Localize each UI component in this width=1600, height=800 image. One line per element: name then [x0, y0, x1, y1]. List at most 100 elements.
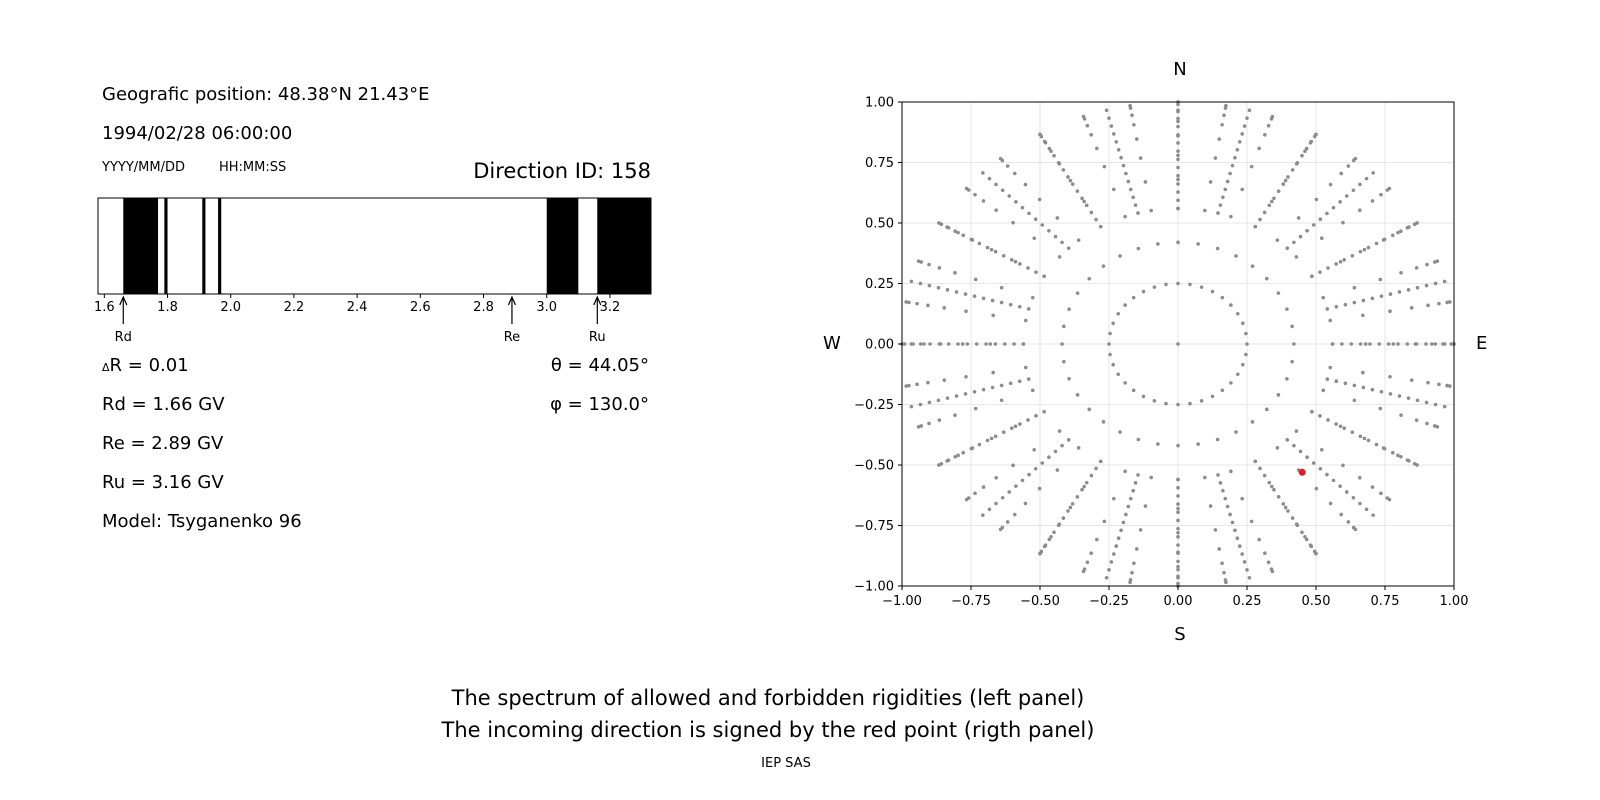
- direction-point: [1009, 426, 1014, 430]
- direction-point: [1414, 266, 1419, 270]
- direction-point: [1235, 372, 1240, 377]
- direction-point: [1176, 190, 1180, 194]
- direction-point: [1363, 342, 1368, 346]
- direction-point: [1176, 402, 1180, 407]
- direction-point: [987, 176, 992, 181]
- direction-point: [993, 342, 998, 346]
- direction-point: [1002, 342, 1007, 346]
- direction-point: [1230, 520, 1235, 525]
- direction-point: [1040, 223, 1045, 227]
- direction-point: [972, 389, 977, 394]
- direction-point: [1309, 139, 1314, 144]
- direction-point: [1164, 401, 1168, 406]
- direction-point: [963, 392, 968, 396]
- direction-point: [1062, 359, 1066, 364]
- direction-point: [1007, 194, 1012, 198]
- direction-point: [1126, 504, 1131, 509]
- direction-point: [922, 342, 926, 346]
- direction-point: [1057, 255, 1062, 259]
- direction-point: [1007, 490, 1012, 494]
- direction-point: [1032, 236, 1037, 241]
- dir-y-tick-label: 0.00: [865, 338, 894, 353]
- direction-point: [963, 292, 968, 296]
- direction-point: [1351, 495, 1356, 500]
- direction-point: [1176, 502, 1180, 506]
- direction-point: [1037, 486, 1042, 491]
- direction-point: [1082, 484, 1086, 489]
- direction-point: [1310, 409, 1314, 414]
- direction-point: [1266, 560, 1271, 565]
- direction-point: [1055, 468, 1060, 472]
- direction-point: [1225, 504, 1230, 509]
- direction-point: [1285, 438, 1290, 442]
- direction-point: [1424, 400, 1429, 405]
- direction-point: [1081, 569, 1086, 574]
- direction-point: [1176, 518, 1180, 523]
- direction-point: [1026, 266, 1030, 270]
- direction-point: [1285, 376, 1289, 381]
- direction-point: [1089, 210, 1094, 215]
- direction-point: [981, 171, 985, 175]
- direction-point: [1346, 520, 1351, 524]
- x-tick-label-1.8: 1.8: [157, 300, 178, 315]
- direction-point: [1220, 295, 1225, 300]
- direction-point: [1399, 455, 1403, 459]
- direction-point: [1176, 116, 1180, 121]
- dir-y-tick-label: −0.25: [854, 398, 894, 413]
- direction-point: [1089, 551, 1093, 556]
- direction-point: [1133, 481, 1138, 485]
- model-name: Model: Tsyganenko 96: [102, 511, 302, 532]
- direction-point: [1116, 372, 1121, 377]
- dir-x-tick-label: 1.00: [1440, 594, 1469, 609]
- direction-point: [909, 342, 914, 346]
- direction-point: [1328, 318, 1333, 323]
- direction-point: [1430, 342, 1434, 346]
- direction-point: [1176, 240, 1180, 245]
- direction-point: [1325, 307, 1330, 311]
- direction-point: [918, 342, 923, 346]
- dir-x-tick-label: 0.25: [1233, 594, 1262, 609]
- direction-point: [1314, 197, 1319, 202]
- direction-point: [994, 501, 998, 506]
- direction-point: [927, 400, 932, 405]
- direction-point: [1342, 426, 1347, 430]
- direction-point: [999, 285, 1004, 290]
- direction-point: [984, 342, 988, 346]
- direction-point: [1361, 370, 1365, 375]
- direction-point: [1270, 569, 1275, 574]
- direction-point: [927, 421, 931, 426]
- direction-point: [1272, 196, 1276, 201]
- direction-point: [1270, 484, 1274, 489]
- theta-value: θ = 44.05°: [550, 355, 649, 376]
- direction-point: [1047, 228, 1051, 233]
- direction-point: [1121, 163, 1126, 168]
- direction-point: [1328, 182, 1333, 187]
- direction-point: [1119, 155, 1123, 160]
- direction-point: [1352, 383, 1357, 388]
- direction-point: [1042, 139, 1047, 144]
- direction-point: [1068, 178, 1073, 183]
- direction-point: [1089, 473, 1094, 478]
- direction-point: [1448, 384, 1452, 388]
- direction-point: [998, 156, 1003, 161]
- direction-point: [1023, 318, 1028, 323]
- direction-point: [1023, 182, 1028, 187]
- direction-point: [1176, 506, 1180, 511]
- dir-x-tick-label: 0.75: [1371, 594, 1400, 609]
- direction-point: [1449, 342, 1454, 346]
- direction-point: [1084, 203, 1089, 208]
- direction-point: [1176, 119, 1180, 124]
- direction-point: [1067, 376, 1071, 381]
- direction-point: [1176, 526, 1180, 531]
- direction-point: [981, 387, 986, 392]
- date-time: 1994/02/28 06:00:00: [102, 123, 293, 144]
- direction-point: [1350, 430, 1355, 435]
- direction-point: [1298, 449, 1303, 454]
- direction-point: [1437, 382, 1441, 387]
- direction-point: [1378, 406, 1383, 411]
- direction-point: [1338, 259, 1343, 264]
- direction-point: [1038, 132, 1042, 137]
- direction-point: [1109, 124, 1114, 128]
- direction-point: [1014, 484, 1018, 488]
- direction-point: [1037, 197, 1042, 202]
